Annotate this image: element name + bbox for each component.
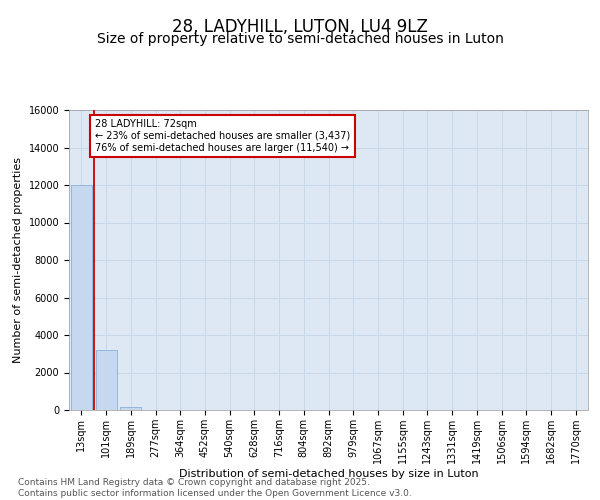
Text: Contains HM Land Registry data © Crown copyright and database right 2025.
Contai: Contains HM Land Registry data © Crown c… [18, 478, 412, 498]
Bar [120, 407, 141, 410]
X-axis label: Distribution of semi-detached houses by size in Luton: Distribution of semi-detached houses by … [179, 468, 478, 478]
Text: Size of property relative to semi-detached houses in Luton: Size of property relative to semi-detach… [97, 32, 503, 46]
Text: 28 LADYHILL: 72sqm
← 23% of semi-detached houses are smaller (3,437)
76% of semi: 28 LADYHILL: 72sqm ← 23% of semi-detache… [95, 120, 350, 152]
Bar [71, 185, 92, 410]
Text: 28, LADYHILL, LUTON, LU4 9LZ: 28, LADYHILL, LUTON, LU4 9LZ [172, 18, 428, 36]
Bar [95, 350, 116, 410]
Y-axis label: Number of semi-detached properties: Number of semi-detached properties [13, 157, 23, 363]
